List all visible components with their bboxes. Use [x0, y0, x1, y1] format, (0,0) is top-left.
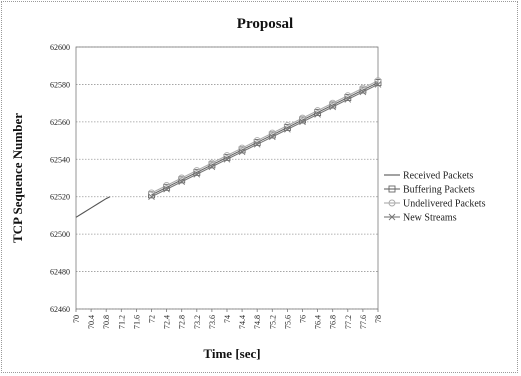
data-point-x — [388, 213, 396, 221]
data-point-x — [223, 155, 231, 163]
x-tick-label: 72 — [148, 315, 157, 323]
data-point-x — [163, 185, 170, 193]
y-axis-title: TCP Sequence Number — [10, 113, 25, 243]
legend-label: Buffering Packets — [403, 185, 475, 196]
series-x — [148, 81, 382, 201]
x-tick-label: 77.2 — [344, 315, 353, 329]
data-point-x — [359, 88, 367, 96]
series-layer — [75, 77, 382, 218]
data-point-circle — [208, 159, 216, 167]
legend-label: New Streams — [403, 213, 457, 224]
x-tick-label: 75.2 — [268, 315, 277, 329]
data-point-x — [148, 193, 155, 201]
series-line — [75, 196, 111, 218]
data-point-circle — [148, 189, 155, 197]
y-tick-label: 62560 — [50, 118, 70, 127]
data-point-circle — [268, 129, 276, 137]
x-tick-label: 78 — [374, 315, 383, 323]
y-tick-label: 62580 — [50, 80, 70, 89]
data-point-x — [178, 178, 186, 186]
x-tick-label: 70.8 — [102, 315, 111, 329]
x-tick-label: 72.8 — [178, 315, 187, 329]
x-tick-label: 74.4 — [238, 315, 247, 329]
data-point-circle — [314, 107, 322, 115]
x-tick-label: 77.6 — [359, 315, 368, 329]
legend-item: Received Packets — [384, 171, 473, 182]
data-point-x — [238, 148, 246, 156]
y-tick-label: 62540 — [50, 155, 70, 164]
data-point-circle — [329, 99, 337, 107]
data-point-circle — [178, 174, 186, 182]
data-point-circle — [193, 167, 201, 174]
series-circle — [148, 77, 382, 197]
data-point-x — [314, 111, 321, 118]
x-tick-label: 70 — [72, 315, 81, 323]
data-point-x — [208, 163, 216, 171]
data-point-x — [253, 140, 261, 148]
x-axis-title: Time [sec] — [203, 346, 260, 361]
data-point-circle — [253, 137, 261, 145]
plot-area-border — [75, 46, 379, 310]
legend-item: Undelivered Packets — [384, 199, 486, 210]
x-tick-label: 74.8 — [253, 315, 262, 329]
grid-layer — [76, 46, 378, 310]
series-line — [75, 196, 111, 218]
legend-label: Undelivered Packets — [403, 199, 486, 210]
data-point-circle — [299, 114, 306, 122]
x-tick-label: 73.2 — [193, 315, 202, 329]
y-tick-label: 62480 — [50, 268, 70, 277]
x-tick-label: 74 — [223, 315, 232, 323]
data-point-x — [344, 96, 352, 103]
data-point-x — [329, 103, 337, 111]
tick-layer: 62600 62580 62560 62540 62520 62500 62480 62460… — [50, 43, 383, 329]
x-tick-label: 76.8 — [329, 315, 338, 329]
data-point-circle — [344, 92, 352, 100]
series-line — [151, 82, 379, 196]
x-tick-label: 73.6 — [208, 315, 217, 329]
x-tick-label: 76 — [299, 315, 308, 323]
x-tick-label: 71.2 — [117, 315, 126, 329]
x-tick-label: 72.4 — [163, 315, 172, 329]
data-point-x — [374, 81, 382, 88]
data-point-circle — [223, 152, 231, 159]
legend-item: Buffering Packets — [384, 185, 475, 196]
data-point-circle — [163, 182, 171, 189]
legend-item: New Streams — [384, 213, 457, 224]
y-tick-label: 62600 — [50, 43, 70, 52]
series-line — [151, 80, 379, 194]
y-tick-label: 62520 — [50, 193, 70, 202]
x-tick-label: 75.6 — [283, 315, 292, 329]
y-tick-label: 62460 — [50, 305, 70, 314]
legend: Received Packets Buffering Packets Undeliv… — [384, 171, 486, 224]
data-point-x — [193, 170, 201, 178]
data-point-circle — [238, 144, 246, 152]
data-point-square — [388, 185, 396, 193]
data-point-circle — [283, 122, 291, 130]
chart-title: Proposal — [237, 16, 293, 32]
data-point-circle — [359, 84, 367, 92]
data-point-x — [284, 126, 291, 133]
data-point-x — [268, 133, 276, 141]
y-tick-label: 62500 — [50, 230, 70, 239]
data-point-circle — [388, 199, 396, 207]
data-point-circle — [374, 77, 382, 85]
x-tick-label: 71.6 — [132, 315, 141, 329]
data-point-x — [299, 118, 306, 126]
series-line — [151, 83, 379, 198]
x-tick-label: 76.4 — [314, 315, 323, 329]
legend-label: Received Packets — [403, 171, 473, 182]
x-tick-label: 70.4 — [87, 315, 96, 329]
